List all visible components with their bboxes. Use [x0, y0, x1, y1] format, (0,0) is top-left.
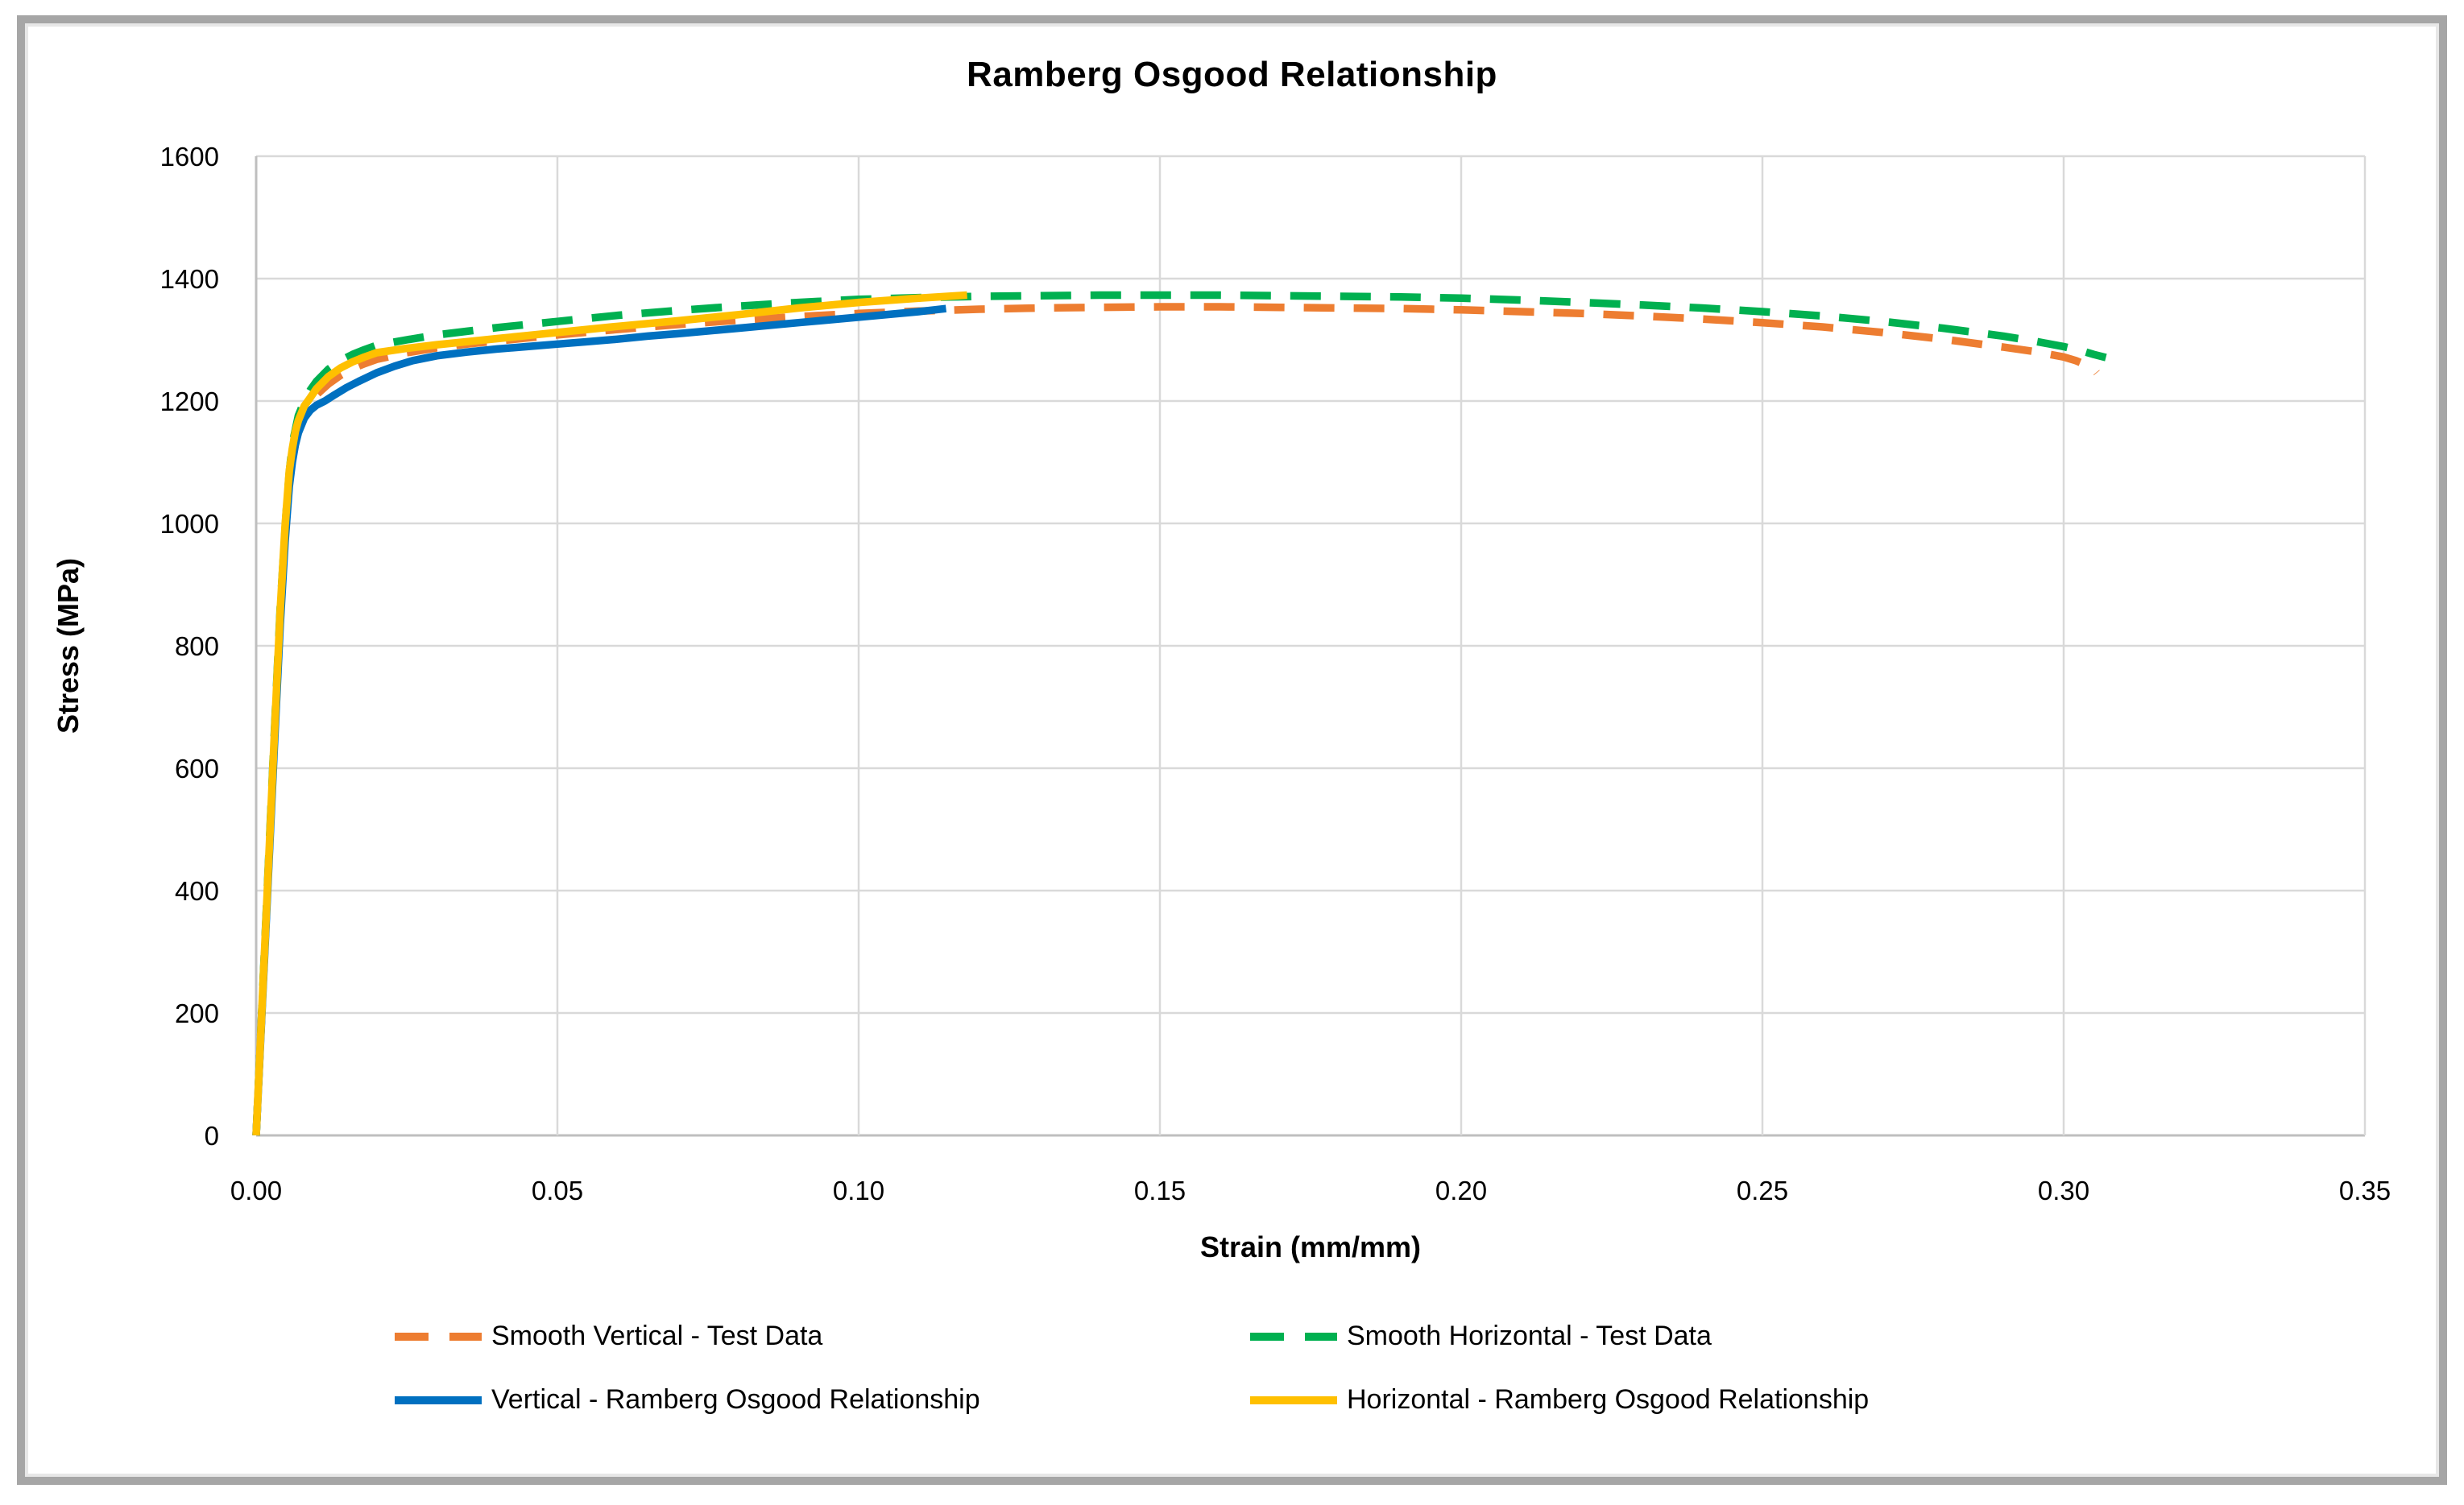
x-tick-label: 0.15 [1134, 1176, 1186, 1205]
legend-swatch-solid-line-icon [1250, 1395, 1337, 1404]
y-tick-label: 1000 [160, 509, 219, 539]
x-tick-label: 0.25 [1737, 1176, 1788, 1205]
chart-title: Ramberg Osgood Relationship [967, 55, 1497, 94]
chart-frame [17, 15, 2447, 1485]
series-line-vertical-ramberg-osgood [252, 304, 947, 1136]
x-tick-label: 0.05 [532, 1176, 583, 1205]
x-tick-label: 0.00 [230, 1176, 282, 1205]
x-tick-label: 0.20 [1435, 1176, 1487, 1205]
legend-item-vertical-ro: Vertical - Ramberg Osgood Relationship [393, 1384, 1249, 1416]
series-line-smooth-horizontal-test-data [252, 291, 2107, 1136]
x-tick-label: 0.35 [2339, 1176, 2391, 1205]
legend-swatch-dashed-line-icon [1250, 1332, 1337, 1341]
legend-label: Smooth Vertical - Test Data [491, 1321, 823, 1351]
y-tick-label: 1600 [160, 142, 219, 172]
y-tick-label: 1200 [160, 387, 219, 416]
legend-label: Vertical - Ramberg Osgood Relationship [491, 1384, 980, 1415]
y-tick-label: 600 [175, 754, 219, 784]
legend-label: Horizontal - Ramberg Osgood Relationship [1347, 1384, 1870, 1415]
series-line-smooth-vertical-test-data [252, 303, 2100, 1136]
x-tick-label: 0.10 [833, 1176, 884, 1205]
series-line-horizontal-ramberg-osgood [252, 291, 967, 1136]
legend-swatch-solid-line-icon [395, 1395, 482, 1404]
y-tick-label: 0 [205, 1121, 219, 1151]
legend-label: Smooth Horizontal - Test Data [1347, 1321, 1712, 1351]
legend-item-smooth-vertical: Smooth Vertical - Test Data [393, 1321, 1249, 1352]
y-tick-label: 200 [175, 999, 219, 1028]
x-tick-label: 0.30 [2038, 1176, 2089, 1205]
legend-item-horizontal-ro: Horizontal - Ramberg Osgood Relationship [1249, 1384, 1869, 1416]
legend-item-smooth-horizontal: Smooth Horizontal - Test Data [1249, 1321, 1869, 1352]
y-tick-label: 1400 [160, 264, 219, 294]
y-tick-label: 400 [175, 876, 219, 906]
y-tick-label: 800 [175, 631, 219, 661]
x-axis-title: Strain (mm/mm) [1199, 1230, 1422, 1263]
legend-swatch-dashed-line-icon [395, 1332, 482, 1341]
legend: Smooth Vertical - Test Data Smooth Horiz… [393, 1321, 1869, 1416]
y-axis-title-text: Stress (MPa) [52, 557, 85, 734]
